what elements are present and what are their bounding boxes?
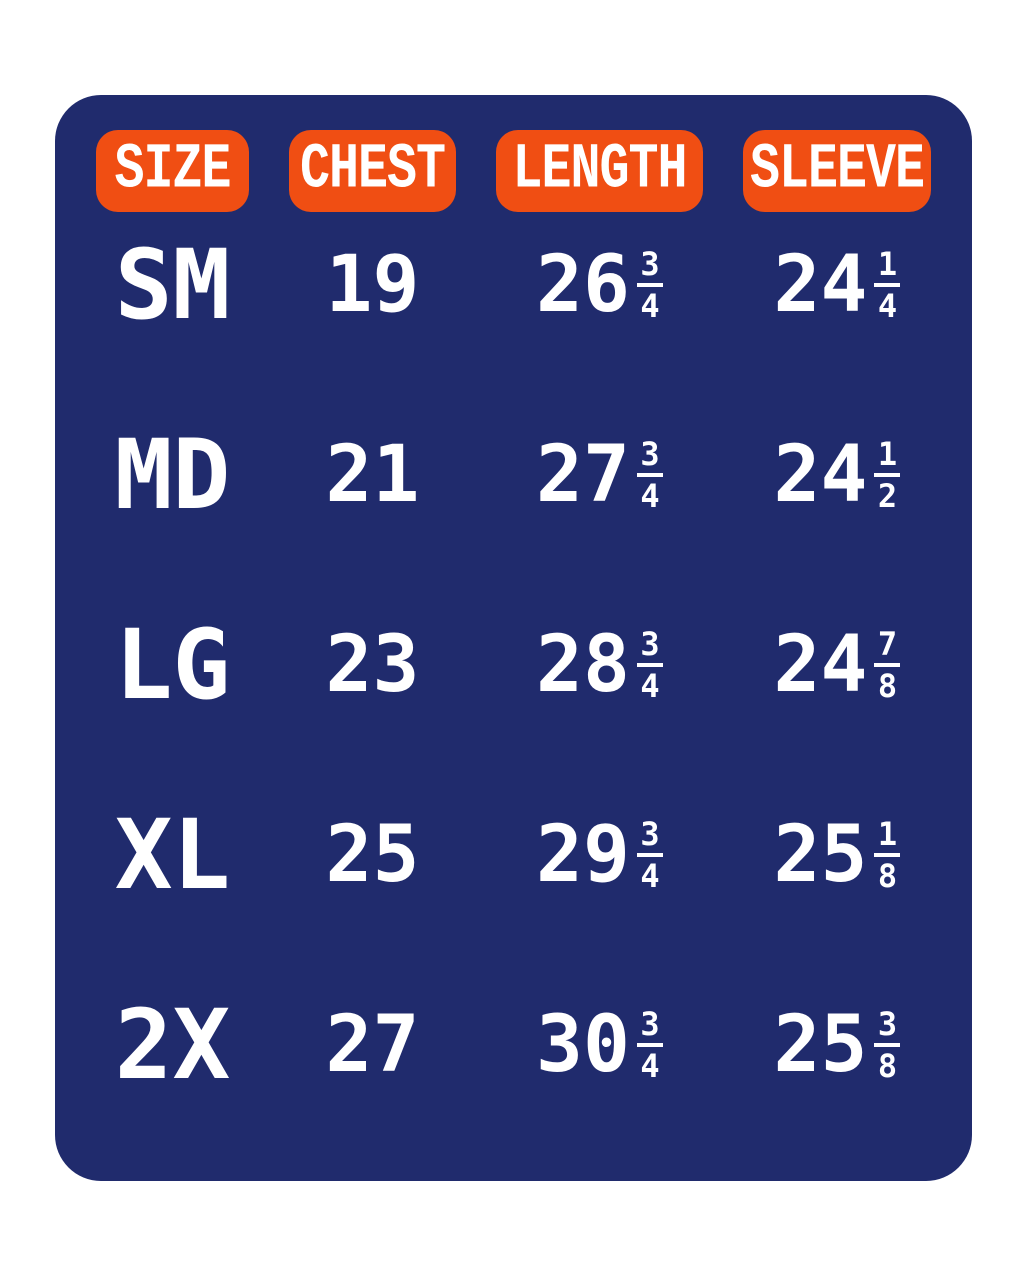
- column-header-size-label: SIZE: [114, 133, 231, 207]
- fraction-denominator: 4: [640, 287, 660, 325]
- column-header-length-pill: LENGTH: [496, 130, 703, 212]
- column-header-size-pill: SIZE: [96, 130, 249, 212]
- chest-value: 21: [325, 430, 420, 520]
- fraction-denominator: 4: [640, 477, 660, 515]
- fraction-numerator: 3: [640, 435, 660, 473]
- sleeve-whole: 25: [773, 1000, 868, 1090]
- sleeve-fraction: 1 4: [874, 245, 901, 325]
- column-header-length-label: LENGTH: [512, 133, 687, 207]
- column-header-sleeve-label: SLEEVE: [749, 133, 925, 207]
- sleeve-fraction: 1 8: [874, 815, 901, 895]
- length-whole: 28: [536, 620, 630, 710]
- table-row-md: MD 21 27 3 4 24 1 2: [96, 380, 931, 570]
- table-row-lg: LG 23 28 3 4 24 7 8: [96, 570, 931, 760]
- fraction-bar: [874, 473, 901, 477]
- fraction-numerator: 3: [877, 1005, 898, 1043]
- fraction-denominator: 8: [877, 667, 898, 705]
- length-whole: 30: [536, 1000, 630, 1090]
- fraction-numerator: 1: [877, 435, 898, 473]
- length-value: 28 3 4: [536, 626, 663, 704]
- length-whole: 26: [536, 240, 630, 330]
- table-header-row: SIZE CHEST LENGTH SLEEVE: [96, 130, 931, 212]
- sleeve-value: 25 1 8: [774, 816, 901, 894]
- chest-value: 25: [325, 810, 420, 900]
- sleeve-value: 24 1 4: [774, 246, 901, 324]
- chest-value: 23: [325, 620, 420, 710]
- fraction-denominator: 2: [877, 477, 898, 515]
- fraction-denominator: 4: [877, 287, 898, 325]
- length-fraction: 3 4: [636, 625, 663, 705]
- table-row-xl: XL 25 29 3 4 25 1 8: [96, 760, 931, 950]
- fraction-bar: [874, 853, 901, 857]
- fraction-numerator: 7: [877, 625, 898, 663]
- sleeve-value: 24 7 8: [774, 626, 901, 704]
- sleeve-value: 25 3 8: [774, 1006, 901, 1084]
- fraction-numerator: 3: [640, 1005, 660, 1043]
- length-value: 30 3 4: [536, 1006, 663, 1084]
- length-whole: 27: [536, 430, 630, 520]
- length-value: 29 3 4: [536, 816, 663, 894]
- size-label: SM: [114, 229, 231, 341]
- fraction-numerator: 3: [640, 815, 660, 853]
- fraction-denominator: 8: [877, 857, 898, 895]
- fraction-bar: [636, 1043, 663, 1047]
- size-label: 2X: [114, 989, 231, 1101]
- table-row-2x: 2X 27 30 3 4 25 3 8: [96, 950, 931, 1140]
- length-fraction: 3 4: [636, 245, 663, 325]
- fraction-bar: [636, 663, 663, 667]
- fraction-numerator: 1: [877, 245, 898, 283]
- sleeve-fraction: 7 8: [874, 625, 901, 705]
- chest-value: 27: [325, 1000, 420, 1090]
- fraction-denominator: 8: [877, 1047, 898, 1085]
- length-value: 27 3 4: [536, 436, 663, 514]
- fraction-bar: [874, 663, 901, 667]
- size-label: MD: [114, 419, 231, 531]
- chest-value: 19: [325, 240, 420, 330]
- sleeve-value: 24 1 2: [774, 436, 901, 514]
- sleeve-whole: 24: [773, 430, 868, 520]
- fraction-numerator: 3: [640, 245, 660, 283]
- fraction-bar: [636, 283, 663, 287]
- fraction-denominator: 4: [640, 1047, 660, 1085]
- fraction-bar: [874, 283, 901, 287]
- fraction-denominator: 4: [640, 667, 660, 705]
- size-label: XL: [114, 799, 231, 911]
- length-whole: 29: [536, 810, 630, 900]
- fraction-bar: [636, 473, 663, 477]
- table-body: SM 19 26 3 4 24 1 4: [96, 190, 931, 1140]
- column-header-chest-pill: CHEST: [289, 130, 456, 212]
- length-value: 26 3 4: [536, 246, 663, 324]
- sleeve-fraction: 1 2: [874, 435, 901, 515]
- sleeve-whole: 25: [773, 810, 868, 900]
- length-fraction: 3 4: [636, 435, 663, 515]
- length-fraction: 3 4: [636, 1005, 663, 1085]
- fraction-numerator: 3: [640, 625, 660, 663]
- fraction-denominator: 4: [640, 857, 660, 895]
- size-chart-card: SIZE CHEST LENGTH SLEEVE SM 19 26 3: [55, 95, 972, 1181]
- fraction-bar: [874, 1043, 901, 1047]
- fraction-numerator: 1: [877, 815, 898, 853]
- length-fraction: 3 4: [636, 815, 663, 895]
- size-label: LG: [114, 609, 231, 721]
- column-header-chest-label: CHEST: [299, 133, 446, 207]
- sleeve-whole: 24: [773, 620, 868, 710]
- column-header-sleeve-pill: SLEEVE: [743, 130, 931, 212]
- sleeve-whole: 24: [773, 240, 868, 330]
- fraction-bar: [636, 853, 663, 857]
- table-row-sm: SM 19 26 3 4 24 1 4: [96, 190, 931, 380]
- sleeve-fraction: 3 8: [874, 1005, 901, 1085]
